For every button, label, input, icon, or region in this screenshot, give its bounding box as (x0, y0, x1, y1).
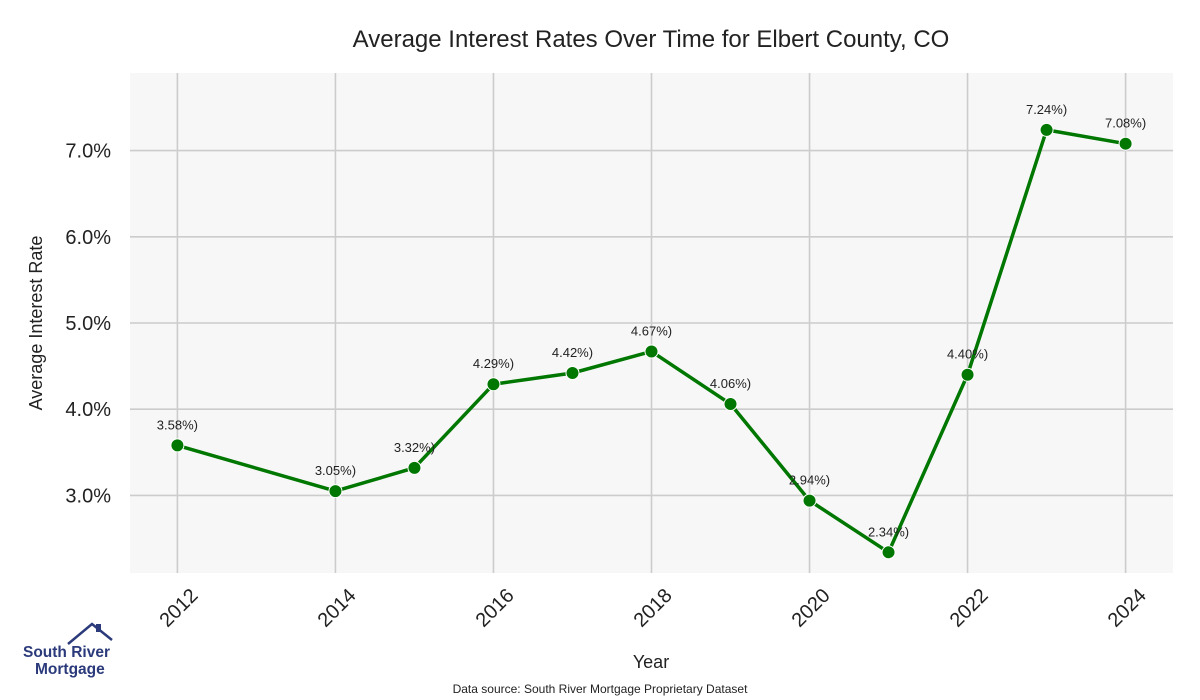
x-tick-label: 2016 (472, 585, 519, 632)
logo-line-1: South River (23, 644, 110, 661)
x-tick-label: 2024 (1104, 585, 1151, 632)
data-point (802, 493, 817, 508)
y-tick-label: 7.0% (65, 141, 111, 163)
data-label-group: 3.58%) 3.05%) 3.32%) 4.29%) 4.42%) 4.67%) 4.06… (157, 102, 1146, 539)
data-point (407, 460, 422, 475)
x-tick-label: 2014 (314, 585, 361, 632)
data-label: 4.42%) (552, 345, 593, 360)
x-axis-label: Year (633, 652, 669, 672)
data-label: 4.06%) (710, 376, 751, 391)
data-point (1118, 136, 1133, 151)
data-point (881, 545, 896, 560)
logo-line-2: Mortgage (35, 661, 105, 678)
chart-title: Average Interest Rates Over Time for Elb… (353, 26, 950, 53)
data-label: 3.58%) (157, 417, 198, 432)
south-river-mortgage-logo: South River Mortgage (22, 620, 122, 680)
y-tick-label: 5.0% (65, 313, 111, 335)
series-line-group (170, 122, 1133, 560)
x-axis-ticks: 2012 2014 2016 2018 2020 2022 2024 (156, 585, 1151, 632)
data-point (723, 397, 738, 412)
data-label: 4.40%) (947, 347, 988, 362)
y-axis-ticks: 3.0% 4.0% 5.0% 6.0% 7.0% (65, 141, 111, 508)
grid-lines (130, 73, 1173, 573)
data-point (170, 438, 185, 453)
house-icon (67, 622, 113, 645)
data-label: 3.32%) (394, 440, 435, 455)
data-label: 2.34%) (868, 524, 909, 539)
y-axis-label: Average Interest Rate (26, 236, 46, 411)
data-label: 7.08%) (1105, 116, 1146, 131)
data-label: 4.29%) (473, 356, 514, 371)
y-tick-label: 4.0% (65, 399, 111, 421)
data-label: 7.24%) (1026, 102, 1067, 117)
series-line (176, 128, 1126, 555)
data-point (486, 377, 501, 392)
x-tick-label: 2020 (788, 585, 835, 632)
x-tick-label: 2012 (156, 585, 203, 632)
data-point (1039, 122, 1054, 137)
x-tick-label: 2018 (630, 585, 677, 632)
y-tick-label: 6.0% (65, 227, 111, 249)
data-point (960, 367, 975, 382)
data-label: 4.67%) (631, 323, 672, 338)
data-source-note: Data source: South River Mortgage Propri… (452, 682, 748, 696)
data-point (565, 366, 580, 380)
data-label: 3.05%) (315, 463, 356, 478)
data-point (328, 484, 343, 499)
data-point (644, 344, 659, 359)
x-tick-label: 2022 (946, 585, 993, 632)
y-tick-label: 3.0% (65, 485, 111, 507)
data-label: 2.94%) (789, 473, 830, 488)
